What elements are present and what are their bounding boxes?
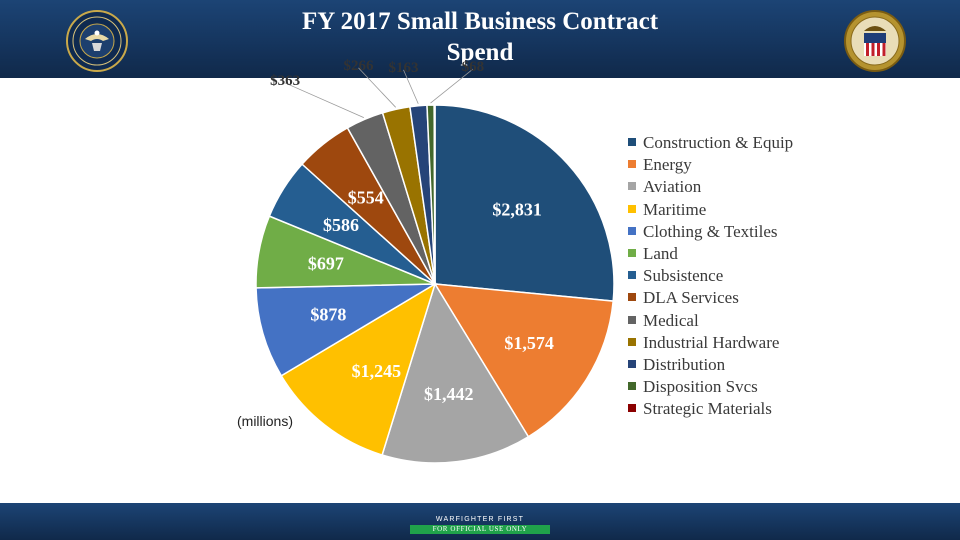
- legend-swatch: [628, 204, 636, 213]
- data-label-medical: $363: [270, 73, 300, 89]
- pie-data-labels: $2,831 $1,574 $1,442 $1,245 $878 $697 $586 $554…: [270, 58, 554, 404]
- leader-line-industrial-hardware: [358, 67, 396, 108]
- legend-swatch: [628, 315, 636, 324]
- footer-tagline: WARFIGHTER FIRST: [435, 516, 525, 523]
- legend-item-medical: Medical: [628, 310, 793, 332]
- legend-item-subsistence: Subsistence: [628, 265, 793, 287]
- legend-swatch: [628, 293, 636, 302]
- pie-slice-strategic-materials: [433, 104, 436, 285]
- legend-item-energy: Energy: [628, 154, 793, 176]
- chart-legend: Construction & Equip Energy Aviation Mariti…: [628, 132, 793, 420]
- header-bar: FY 2017 Small Business Contract Spend: [0, 0, 960, 78]
- legend-swatch: [628, 404, 636, 413]
- legend-label: Distribution: [643, 354, 726, 374]
- legend-item-dla-services: DLA Services: [628, 287, 793, 309]
- dod-seal-icon: [66, 10, 128, 72]
- legend-label: Medical: [643, 310, 699, 330]
- legend-item-maritime: Maritime: [628, 199, 793, 221]
- legend-swatch: [628, 359, 636, 368]
- data-label-maritime: $1,245: [352, 361, 402, 381]
- leader-line-distribution: [403, 69, 419, 104]
- legend-label: Maritime: [643, 199, 707, 219]
- footer-tag: WARFIGHTER FIRST FOR OFFICIAL USE ONLY: [410, 515, 550, 535]
- data-label-dla-services: $554: [348, 187, 384, 207]
- legend-item-strategic-materials: Strategic Materials: [628, 398, 793, 420]
- leader-line-disposition-svcs: [430, 68, 474, 104]
- legend-label: Industrial Hardware: [643, 332, 780, 352]
- data-label-land: $697: [308, 254, 344, 274]
- footer-bar: WARFIGHTER FIRST FOR OFFICIAL USE ONLY: [0, 503, 960, 540]
- legend-item-clothing-and-textiles: Clothing & Textiles: [628, 221, 793, 243]
- footer-marking: FOR OFFICIAL USE ONLY: [410, 525, 550, 534]
- pie-slice-maritime: [280, 282, 437, 456]
- legend-swatch: [628, 382, 636, 391]
- data-label-subsistence: $586: [323, 215, 359, 235]
- legend-swatch: [628, 182, 636, 191]
- data-label-industrial-hardware: $266: [343, 58, 374, 74]
- legend-label: Land: [643, 243, 678, 263]
- legend-label: Aviation: [643, 177, 702, 197]
- legend-swatch: [628, 226, 636, 235]
- legend-label: Construction & Equip: [643, 133, 794, 152]
- page-title: FY 2017 Small Business Contract Spend: [301, 8, 659, 66]
- pie-slice-construction-and-equip: [434, 104, 615, 302]
- data-label-construction-and-equip: $2,831: [492, 199, 542, 219]
- legend-item-construction-and-equip: Construction & Equip: [628, 132, 793, 154]
- legend-swatch: [628, 271, 636, 280]
- pie-slices: [255, 104, 615, 464]
- legend-label: Strategic Materials: [643, 399, 772, 419]
- data-label-aviation: $1,442: [424, 384, 474, 404]
- legend-item-distribution: Distribution: [628, 354, 793, 376]
- legend-label: Energy: [643, 155, 692, 175]
- leader-line-medical: [284, 82, 364, 118]
- data-label-distribution: $163: [388, 60, 418, 76]
- legend-swatch: [628, 138, 636, 146]
- legend-swatch: [628, 337, 636, 346]
- legend-label: DLA Services: [643, 288, 739, 308]
- units-note: (millions): [237, 413, 293, 429]
- legend-swatch: [628, 248, 636, 257]
- legend-swatch: [628, 160, 636, 169]
- pie-slice-aviation: [381, 282, 530, 464]
- legend-label: Clothing & Textiles: [643, 221, 778, 241]
- legend-item-aviation: Aviation: [628, 176, 793, 198]
- pie-slice-clothing-and-textiles: [255, 283, 438, 377]
- data-label-clothing-and-textiles: $878: [310, 305, 346, 325]
- data-label-energy: $1,574: [504, 333, 554, 353]
- legend-item-disposition-svcs: Disposition Svcs: [628, 376, 793, 398]
- legend-label: Disposition Svcs: [643, 377, 758, 397]
- data-label-disposition-svcs: $68: [462, 59, 485, 75]
- legend-item-land: Land: [628, 243, 793, 265]
- legend-label: Subsistence: [643, 266, 724, 286]
- legend-item-industrial-hardware: Industrial Hardware: [628, 332, 793, 354]
- dla-seal-icon: [844, 10, 906, 72]
- pie-slice-energy: [433, 283, 615, 438]
